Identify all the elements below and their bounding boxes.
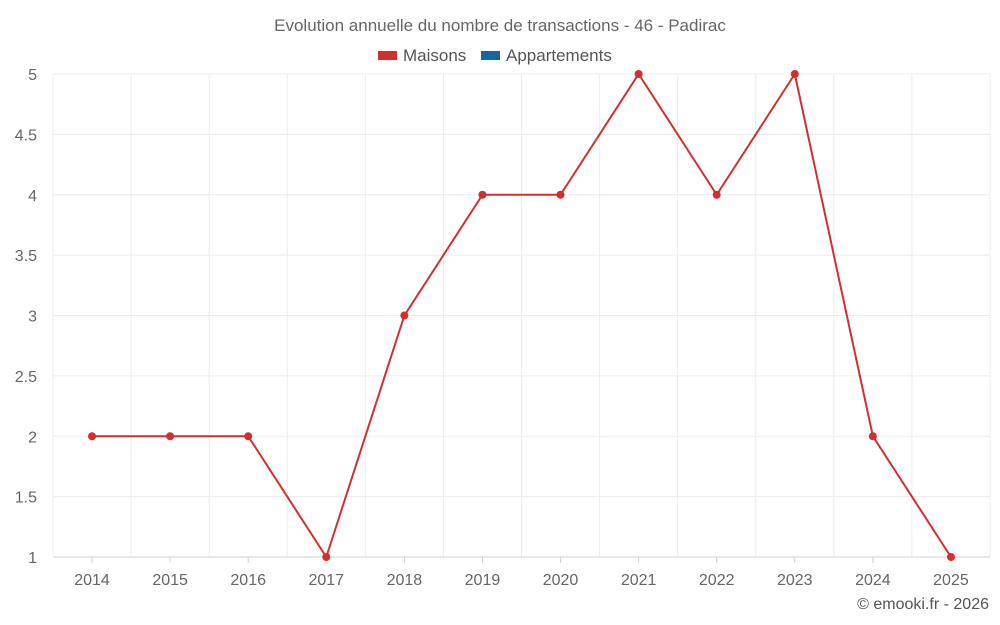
- legend-item-appartements[interactable]: Appartements: [481, 46, 612, 65]
- data-point-maisons-2022[interactable]: [712, 190, 721, 199]
- y-tick-label: 1: [28, 550, 37, 567]
- x-tick-label: 2017: [308, 572, 344, 589]
- data-point-maisons-2017[interactable]: [322, 553, 331, 561]
- x-tick-label: 2020: [543, 572, 579, 589]
- x-tick-label: 2016: [230, 572, 266, 589]
- y-axis-ticks: 1 1.5 2 2.5 3 3.5 4 4.5 5: [15, 67, 37, 567]
- x-tick-label: 2024: [855, 572, 891, 589]
- x-tick-label: 2018: [387, 572, 423, 589]
- legend-item-maisons[interactable]: Maisons: [378, 46, 466, 65]
- y-tick-label: 2.5: [15, 369, 37, 386]
- data-point-maisons-2025[interactable]: [946, 553, 955, 561]
- y-tick-label: 3.5: [15, 248, 37, 265]
- data-point-maisons-2024[interactable]: [868, 432, 877, 441]
- x-tick-label: 2015: [152, 572, 188, 589]
- x-tick-label: 2014: [74, 572, 110, 589]
- x-tick-label: 2025: [933, 572, 969, 589]
- y-tick-label: 4.5: [15, 127, 37, 144]
- chart-title: Evolution annuelle du nombre de transact…: [274, 16, 726, 35]
- x-axis-ticks: 2014 2015 2016 2017 2018 2019 2020 2021 2022 2023…: [74, 557, 969, 589]
- x-tick-label: 2023: [777, 572, 813, 589]
- data-point-maisons-2018[interactable]: [400, 311, 409, 320]
- chart-credit: © emooki.fr - 2026: [857, 596, 989, 613]
- data-point-maisons-2021[interactable]: [634, 70, 643, 78]
- legend-swatch-maisons: [378, 51, 397, 60]
- data-point-maisons-2023[interactable]: [790, 70, 799, 78]
- legend: Maisons Appartements: [378, 46, 612, 65]
- x-tick-label: 2019: [465, 572, 501, 589]
- data-point-maisons-2020[interactable]: [556, 190, 565, 199]
- y-tick-label: 2: [28, 429, 37, 446]
- x-tick-label: 2022: [699, 572, 735, 589]
- y-tick-label: 3: [28, 309, 37, 326]
- y-tick-label: 1.5: [15, 490, 37, 507]
- series-line-maisons: [92, 73, 952, 558]
- x-tick-label: 2021: [621, 572, 657, 589]
- data-point-maisons-2016[interactable]: [244, 432, 253, 441]
- data-point-maisons-2015[interactable]: [166, 432, 175, 441]
- legend-swatch-appartements: [481, 51, 500, 60]
- series: [88, 70, 955, 561]
- legend-label-maisons: Maisons: [403, 46, 466, 65]
- data-point-maisons-2019[interactable]: [478, 190, 487, 199]
- data-point-maisons-2014[interactable]: [88, 432, 97, 441]
- y-tick-label: 5: [28, 67, 37, 84]
- y-tick-label: 4: [28, 188, 37, 205]
- legend-label-appartements: Appartements: [506, 46, 612, 65]
- grid: [52, 73, 991, 558]
